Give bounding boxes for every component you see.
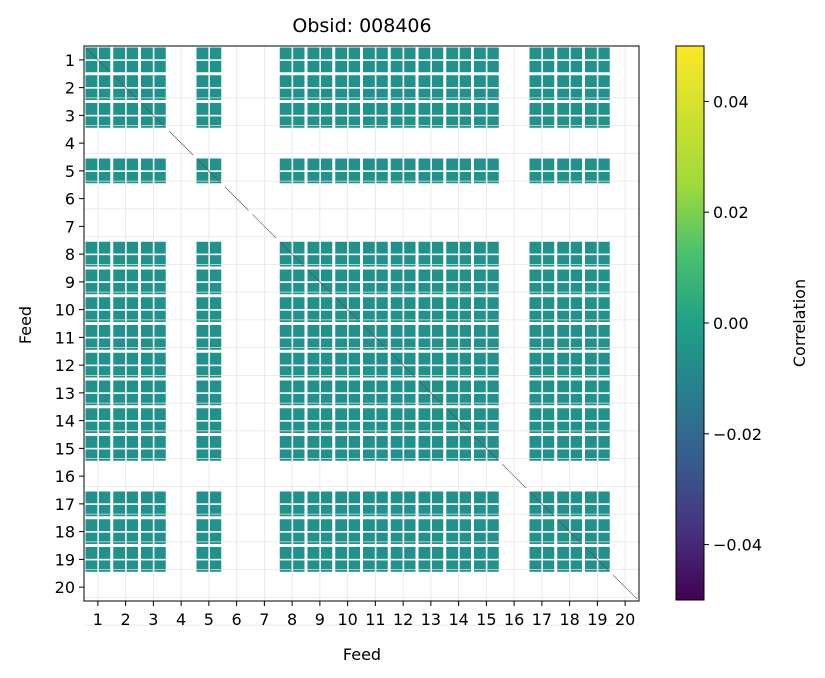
x-tick-label: 4 (176, 610, 186, 629)
colorbar-ticks: 0.04 0.02 0.00 −0.02 −0.04 (704, 92, 762, 555)
diagonal-mark (502, 464, 527, 489)
x-tick-label: 10 (337, 610, 357, 629)
y-tick-label: 1 (65, 51, 75, 70)
y-tick-label: 19 (55, 550, 75, 569)
diagonal (85, 47, 638, 600)
colorbar-tick-label: 0.02 (713, 203, 749, 222)
colorbar-label: Correlation (790, 279, 809, 367)
diagonal-mark (446, 408, 471, 433)
y-tick-label: 6 (65, 190, 75, 209)
diagonal-mark (141, 103, 166, 128)
y-tick-label: 8 (65, 245, 75, 264)
diagonal-mark (391, 353, 416, 378)
x-tick-label: 17 (532, 610, 552, 629)
diagonal-mark (169, 131, 194, 156)
diagonal-mark (252, 214, 277, 239)
y-tick-label: 13 (55, 384, 75, 403)
y-tick-label: 9 (65, 273, 75, 292)
diagonal-mark (307, 269, 332, 294)
y-tick-label: 20 (55, 578, 75, 597)
x-tick-label: 8 (287, 610, 297, 629)
diagonal-mark (613, 575, 638, 600)
y-tick-label: 12 (55, 356, 75, 375)
x-tick-label: 13 (421, 610, 441, 629)
y-tick-label: 18 (55, 523, 75, 542)
diagonal-mark (585, 547, 610, 572)
y-tick-label: 17 (55, 495, 75, 514)
y-tick-label: 14 (55, 412, 75, 431)
x-tick-label: 2 (121, 610, 131, 629)
x-axis-label: Feed (343, 645, 381, 664)
y-tick-label: 3 (65, 106, 75, 125)
x-tick-label: 9 (315, 610, 325, 629)
x-tick-label: 6 (232, 610, 242, 629)
y-axis-label: Feed (16, 306, 35, 344)
y-tick-label: 15 (55, 439, 75, 458)
diagonal-mark (280, 242, 305, 267)
x-tick-label: 1 (93, 610, 103, 629)
colorbar-tick-label: −0.04 (713, 536, 762, 555)
diagonal-mark (474, 436, 499, 461)
y-tick-label: 10 (55, 301, 75, 320)
x-tick-label: 20 (615, 610, 635, 629)
x-tick-label: 16 (504, 610, 524, 629)
diagonal-mark (113, 75, 138, 100)
y-tick-label: 16 (55, 467, 75, 486)
diagonal-mark (85, 47, 110, 72)
diagonal-mark (557, 519, 582, 544)
plot-frame (83, 45, 640, 602)
colorbar-tick-label: −0.02 (713, 425, 762, 444)
diagonal-mark (335, 297, 360, 322)
diagonal-mark (196, 158, 221, 183)
x-tick-label: 3 (148, 610, 158, 629)
colorbar-tick-label: 0.04 (713, 92, 749, 111)
x-tick-label: 19 (587, 610, 607, 629)
x-tick-label: 7 (259, 610, 269, 629)
colorbar (675, 45, 705, 601)
x-tick-label: 5 (204, 610, 214, 629)
x-tick-label: 12 (393, 610, 413, 629)
y-tick-label: 11 (55, 328, 75, 347)
diagonal-mark (529, 491, 554, 516)
gridlines (84, 46, 639, 626)
diagonal-mark (224, 186, 249, 211)
x-tick-label: 18 (559, 610, 579, 629)
y-tick-label: 5 (65, 162, 75, 181)
diagonal-mark (418, 380, 443, 405)
x-axis-ticks: 1 2 3 4 5 6 7 8 9 10 11 12 13 14 15 16 17 18 19 20 (93, 601, 635, 629)
chart-title: Obsid: 008406 (292, 15, 431, 37)
y-tick-label: 7 (65, 217, 75, 236)
x-tick-label: 11 (365, 610, 385, 629)
diagonal-mark (363, 325, 388, 350)
x-tick-label: 15 (476, 610, 496, 629)
colorbar-tick-label: 0.00 (713, 314, 749, 333)
y-tick-label: 4 (65, 134, 75, 153)
y-tick-label: 2 (65, 79, 75, 98)
x-tick-label: 14 (448, 610, 468, 629)
